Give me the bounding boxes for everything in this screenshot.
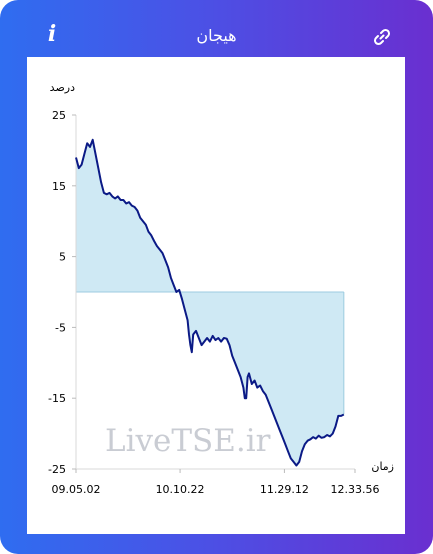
header-bar: i هیجان	[0, 0, 433, 58]
chart-panel: درصد زمان LiveTSE.ir 25 15 5 -5 -15 -25 09.05.…	[27, 57, 405, 534]
y-tick-label: 15	[52, 180, 66, 193]
watermark: LiveTSE.ir	[105, 423, 271, 459]
y-axis-label: درصد	[50, 81, 75, 94]
x-tick-label: 11.29.12	[260, 483, 309, 496]
x-axis-label: زمان	[371, 460, 394, 473]
x-tick-label: 09.05.02	[52, 483, 101, 496]
y-tick-label: -5	[55, 321, 66, 334]
y-tick-label: 25	[52, 109, 66, 122]
y-tick-label: -15	[48, 392, 66, 405]
x-tick-label: 12.33.56	[331, 483, 380, 496]
info-icon[interactable]: i	[47, 21, 57, 47]
page-title: هیجان	[196, 26, 237, 45]
x-tick-label: 10.10.22	[156, 483, 205, 496]
link-icon[interactable]	[372, 27, 392, 47]
y-tick-label: 5	[59, 251, 66, 264]
area-chart: درصد زمان LiveTSE.ir 25 15 5 -5 -15 -25 09.05.…	[48, 81, 394, 496]
area-fill	[76, 139, 344, 466]
series-line	[75, 138, 345, 467]
y-tick-label: -25	[48, 463, 66, 476]
